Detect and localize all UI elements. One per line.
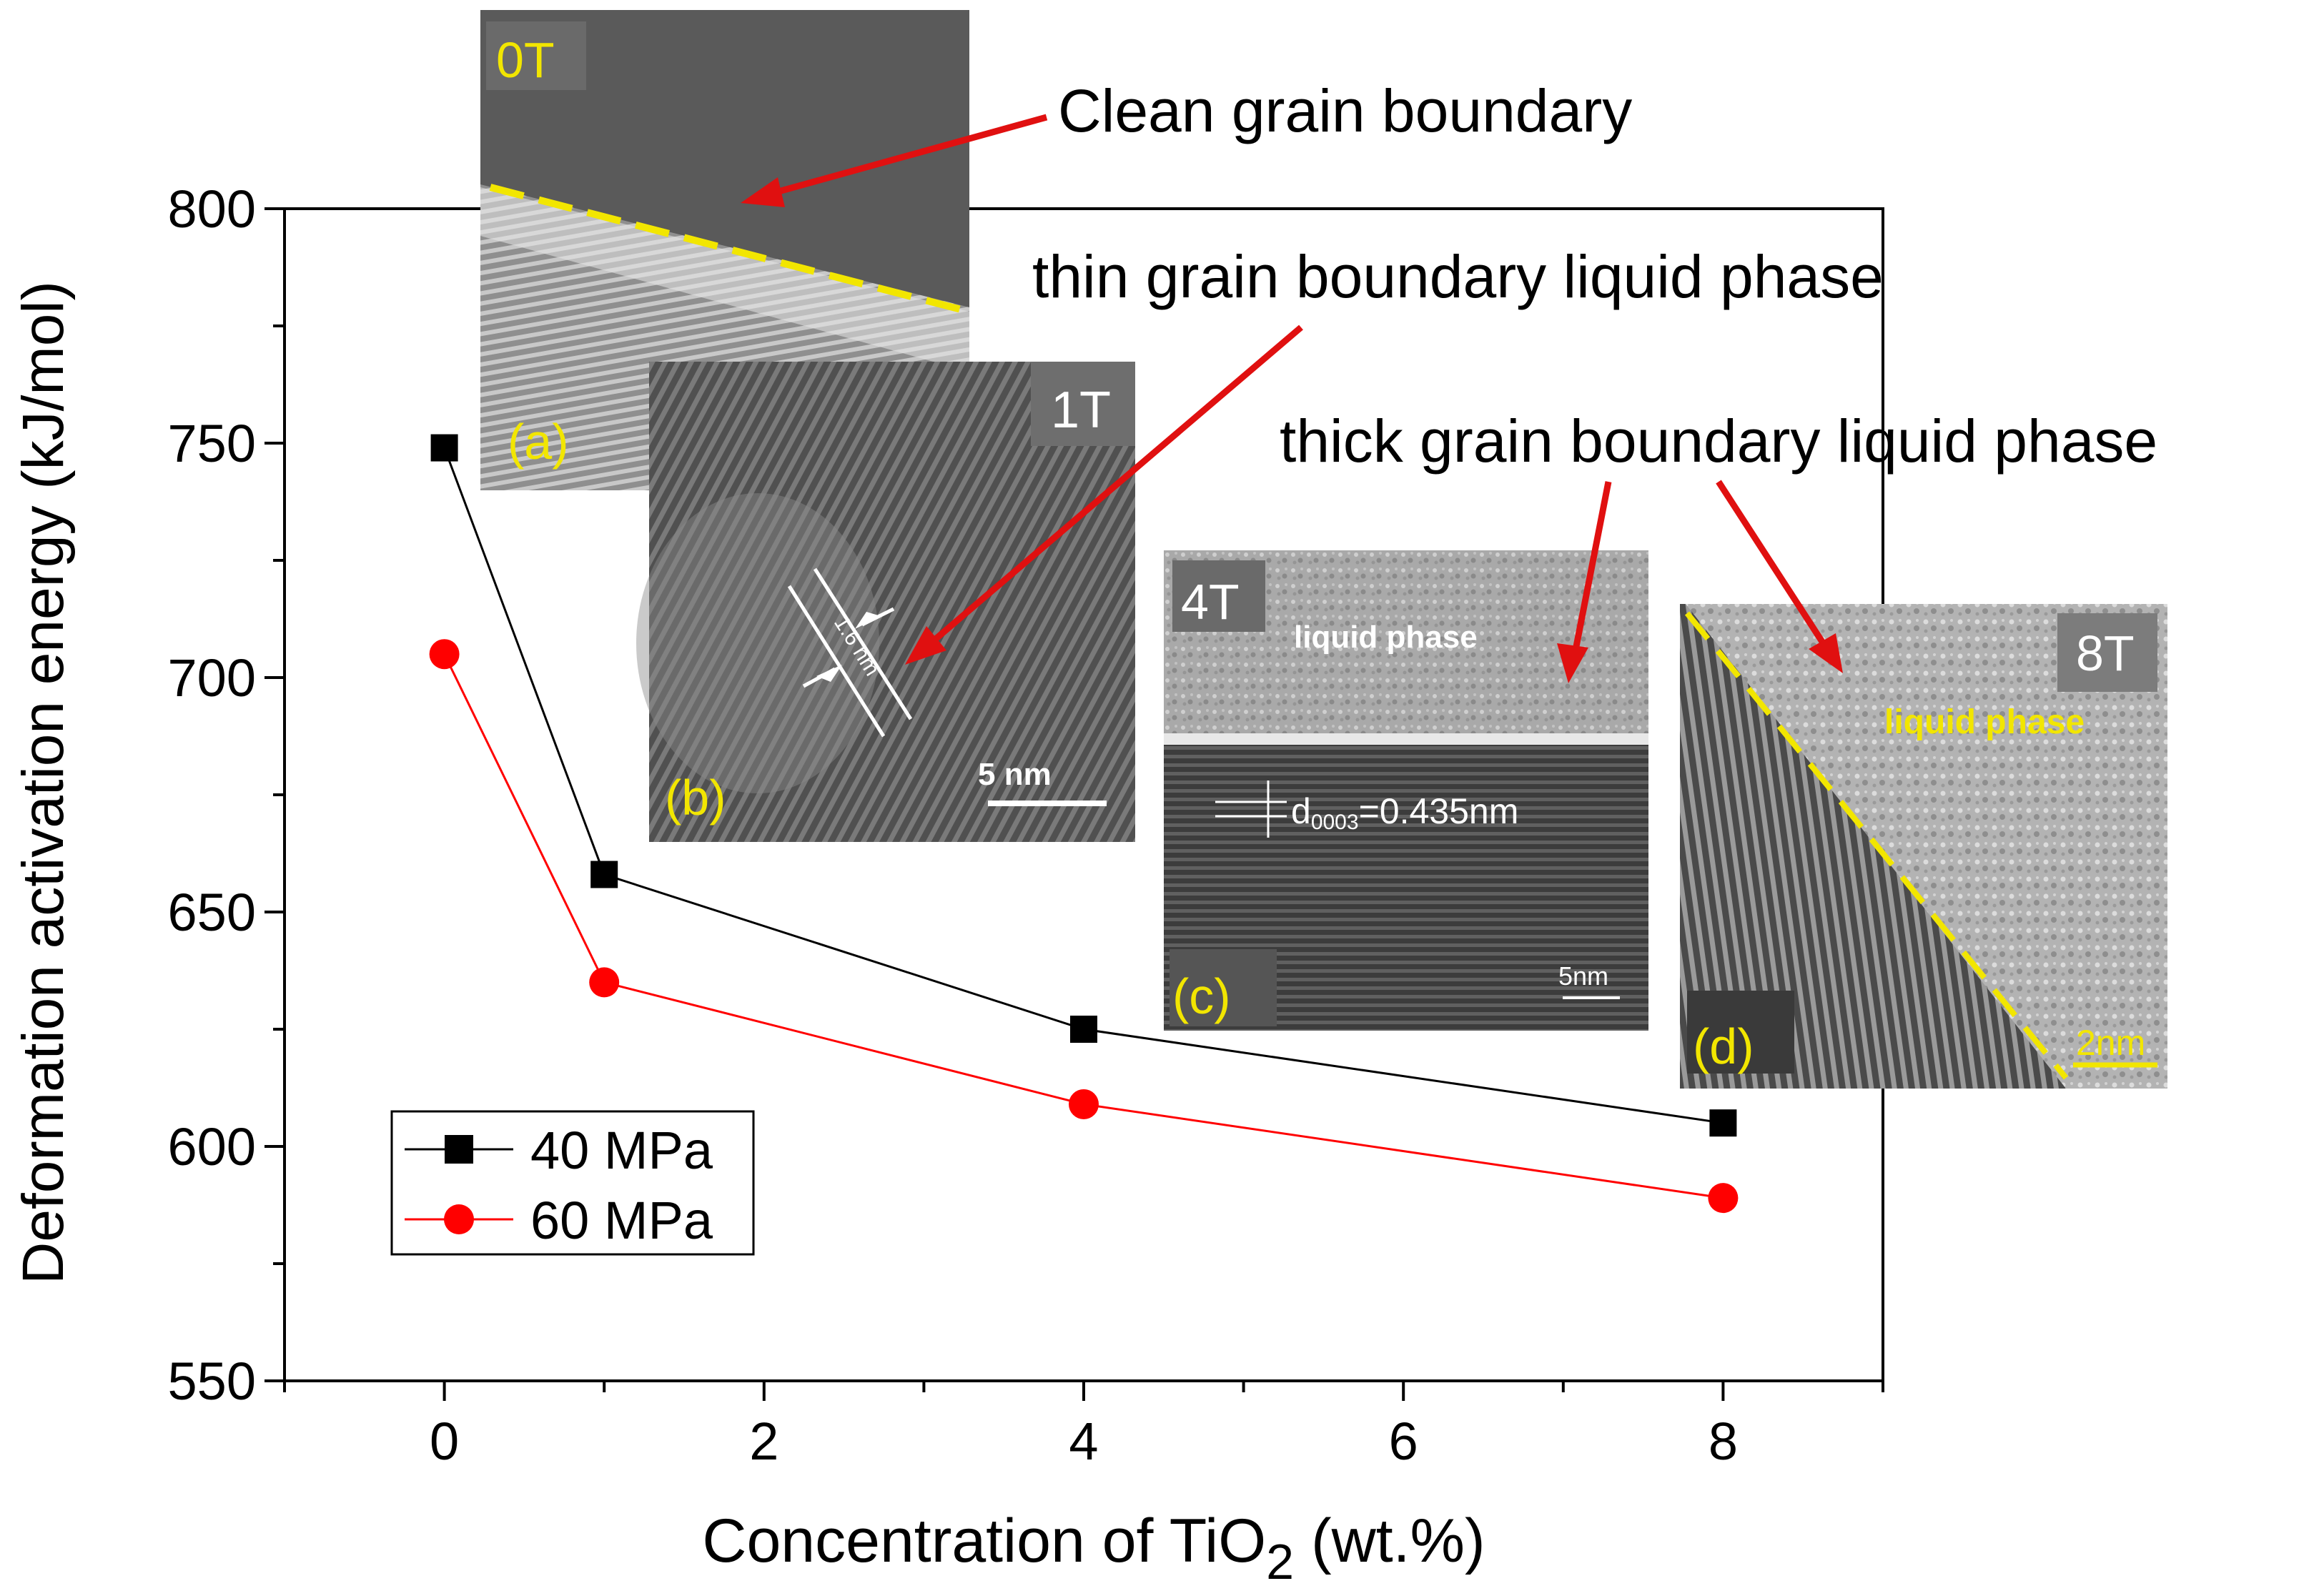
- point-1-2: [1069, 1089, 1099, 1119]
- arrow-thin: [920, 324, 1303, 653]
- thickness-arrow-2-shaft: [802, 667, 836, 688]
- legend-label-60: 60 MPa: [530, 1191, 713, 1250]
- tem-panel-d-bg: [1687, 991, 1794, 1074]
- x-axis-label-subscript: 2: [1266, 1534, 1294, 1590]
- boundary-line-a: [489, 184, 971, 315]
- point-0-3: [1709, 1109, 1737, 1137]
- arrow-thick-2-head: [1809, 633, 1843, 673]
- annotation-clean: Clean grain boundary: [1058, 77, 1632, 144]
- thickness-line-2: [813, 567, 913, 720]
- series-line-1: [443, 653, 1724, 1199]
- tem-panel-a: (a): [508, 414, 569, 470]
- tem-tag-b: 1T: [1051, 382, 1111, 439]
- annotation-arrows: [741, 114, 1843, 683]
- tem-inset-d: 8T liquid phase (d) 2nm: [1680, 604, 2167, 1089]
- x-tick-label-8: 8: [1709, 1412, 1738, 1471]
- tem-panel-c: (c): [1172, 968, 1231, 1024]
- tem-panel-b: (b): [665, 770, 726, 826]
- point-0-0: [430, 434, 458, 462]
- legend: 40 MPa 60 MPa: [390, 1110, 755, 1256]
- tem-spacing-c: d0003=0.435nm: [1291, 791, 1518, 834]
- tem-tag-b-bg: [1031, 362, 1135, 446]
- legend-marker-60: [444, 1204, 474, 1234]
- x-axis-label: Concentration of TiO2 (wt.%): [702, 1507, 1485, 1590]
- y-tick-label-700: 700: [168, 648, 256, 708]
- y-tick-label-750: 750: [168, 414, 256, 473]
- x-tick-label-4: 4: [1069, 1412, 1098, 1471]
- tem-tag-d: 8T: [2076, 625, 2135, 681]
- annotation-thin: thin grain boundary liquid phase: [1032, 243, 1884, 310]
- tem-inset-b: 1T 1.6 nm (b) 5 nm: [636, 362, 1135, 842]
- point-0-1: [590, 861, 618, 888]
- thickness-arrow-1-shaft: [861, 607, 895, 627]
- point-1-0: [429, 639, 460, 670]
- tem-phase-d: liquid phase: [1884, 703, 2085, 741]
- legend-marker-40: [445, 1135, 473, 1164]
- point-1-3: [1708, 1183, 1739, 1214]
- tem-region-d-lattice: [1680, 604, 2066, 1089]
- arrow-thin-head: [905, 626, 946, 665]
- tem-panel-c-bg: [1170, 949, 1277, 1026]
- tem-panel-d: (d): [1693, 1018, 1754, 1074]
- tem-region-a-glow: [480, 187, 969, 372]
- arrow-clean-head: [741, 177, 785, 207]
- annotation-thick: thick grain boundary liquid phase: [1280, 407, 2157, 475]
- tem-boundary-c: [1164, 733, 1648, 745]
- tem-scale-b: 5 nm: [978, 757, 1052, 792]
- tem-region-a-top: [480, 10, 969, 307]
- tem-tag-c: 4T: [1181, 574, 1240, 630]
- tem-tag-d-bg: [2057, 613, 2157, 692]
- y-tick-label-650: 650: [168, 883, 256, 942]
- y-tick-label-600: 600: [168, 1117, 256, 1176]
- point-0-2: [1070, 1016, 1097, 1043]
- x-axis: 0 2 4 6 8: [283, 1381, 1884, 1471]
- y-axis: 550 600 650 700 750 800: [168, 179, 285, 1411]
- tem-tag-a: 0T: [496, 32, 555, 88]
- tem-scale-d: 2nm: [2076, 1023, 2145, 1063]
- arrow-thick-2: [1716, 480, 1834, 658]
- tem-tag-a-bg: [486, 21, 586, 90]
- arrow-thick-1-head: [1557, 643, 1588, 683]
- series-line-0: [443, 447, 1724, 1124]
- x-tick-label-0: 0: [430, 1412, 459, 1471]
- y-tick-label-800: 800: [168, 179, 256, 239]
- series-layer: [429, 434, 1739, 1214]
- thickness-line-1: [787, 585, 886, 738]
- y-tick-label-550: 550: [168, 1352, 256, 1411]
- tem-tag-c-bg: [1172, 560, 1265, 632]
- x-tick-label-6: 6: [1389, 1412, 1418, 1471]
- legend-label-40: 40 MPa: [530, 1121, 713, 1180]
- boundary-line-d: [1684, 611, 2069, 1080]
- arrow-thick-1: [1569, 481, 1612, 665]
- tem-phase-c: liquid phase: [1294, 620, 1478, 655]
- y-axis-label: Deformation activation energy (kJ/mol): [11, 281, 76, 1284]
- tem-scale-c: 5nm: [1558, 961, 1608, 991]
- tem-shade-b: [636, 493, 879, 793]
- tem-inset-c: 4T liquid phase d0003=0.435nm (c) 5nm: [1164, 550, 1648, 1031]
- arrow-clean: [756, 114, 1048, 201]
- point-1-1: [589, 967, 620, 998]
- x-tick-label-2: 2: [749, 1412, 778, 1471]
